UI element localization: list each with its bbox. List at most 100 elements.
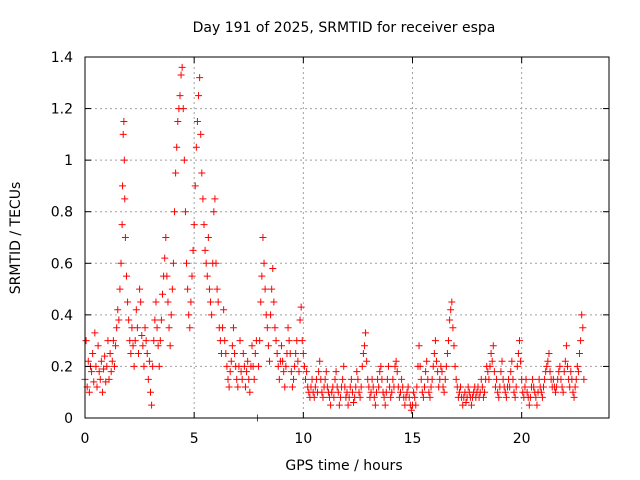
data-point: [224, 375, 232, 383]
data-point: [103, 362, 111, 370]
data-point: [357, 383, 365, 391]
chart-title: Day 191 of 2025, SRMTID for receiver esp…: [193, 20, 496, 36]
data-point: [509, 375, 517, 383]
data-point: [521, 383, 529, 391]
data-point: [265, 357, 273, 365]
data-point: [498, 357, 506, 365]
data-point: [392, 357, 400, 365]
data-point: [177, 71, 185, 79]
data-point: [131, 337, 139, 345]
data-point: [134, 350, 142, 358]
data-point: [296, 316, 304, 324]
data-point: [388, 388, 396, 396]
data-point: [279, 357, 287, 365]
data-point: [501, 388, 509, 396]
data-point: [228, 342, 236, 350]
data-point: [355, 388, 363, 396]
data-point: [407, 406, 415, 414]
data-point: [506, 383, 514, 391]
data-point: [278, 342, 285, 350]
data-point: [101, 352, 109, 360]
data-point: [561, 357, 569, 365]
data-point: [153, 324, 161, 332]
data-point: [240, 362, 248, 370]
data-point: [178, 63, 186, 71]
data-point: [512, 383, 520, 391]
data-point: [214, 298, 222, 306]
data-point: [486, 362, 494, 370]
data-point: [117, 259, 125, 267]
data-point: [221, 337, 229, 345]
x-tick-label: 10: [294, 431, 312, 447]
data-point: [330, 393, 338, 401]
data-point: [419, 393, 427, 401]
data-point: [297, 303, 305, 311]
data-point: [439, 383, 447, 391]
data-point: [347, 375, 355, 383]
data-point: [389, 375, 397, 383]
data-point: [106, 350, 114, 358]
data-point: [556, 362, 564, 370]
data-point: [258, 272, 266, 280]
data-point: [446, 316, 454, 324]
plot-frame: [84, 56, 610, 419]
data-point: [168, 285, 176, 293]
data-point: [393, 368, 401, 376]
data-point: [427, 383, 435, 391]
data-point: [147, 388, 154, 396]
data-point: [359, 350, 367, 358]
data-point: [316, 357, 324, 365]
data-point: [310, 393, 318, 401]
data-point: [433, 357, 441, 365]
data-point: [154, 342, 162, 350]
x-tick-label: 20: [513, 431, 531, 447]
data-point: [452, 375, 460, 383]
data-point: [415, 342, 423, 350]
data-point: [202, 259, 210, 267]
data-point: [234, 383, 242, 391]
data-point: [404, 383, 412, 391]
data-point: [339, 375, 347, 383]
data-point: [155, 362, 163, 370]
data-point: [97, 357, 105, 365]
data-point: [514, 350, 522, 358]
data-point: [315, 368, 323, 376]
data-point: [377, 362, 385, 370]
data-point: [213, 285, 221, 293]
x-tick-label: 0: [81, 431, 90, 447]
data-point: [479, 393, 487, 401]
y-tick-label: 1.2: [51, 102, 73, 118]
data-point: [229, 324, 237, 332]
data-point: [287, 368, 295, 376]
data-point: [274, 362, 282, 370]
data-point: [132, 306, 140, 314]
data-point: [187, 298, 195, 306]
data-point: [327, 401, 335, 409]
data-point: [557, 375, 565, 383]
data-point: [176, 92, 184, 100]
data-point: [173, 143, 181, 151]
data-point: [197, 130, 205, 138]
data-point: [430, 350, 438, 358]
data-point: [502, 393, 510, 401]
data-point: [130, 362, 138, 370]
data-point: [222, 350, 230, 358]
data-point: [311, 383, 319, 391]
data-point: [440, 388, 448, 396]
data-point: [360, 342, 368, 350]
data-point: [300, 362, 308, 370]
data-point: [255, 362, 263, 370]
data-point: [223, 362, 231, 370]
data-point: [442, 362, 450, 370]
data-point: [272, 337, 280, 345]
data-point: [239, 350, 247, 358]
data-point: [212, 259, 220, 267]
data-point: [198, 169, 206, 177]
data-point: [425, 388, 433, 396]
y-tick-label: 1.4: [51, 50, 73, 66]
y-tick-label: 0.8: [51, 205, 73, 221]
data-point: [94, 342, 102, 350]
data-point: [370, 393, 378, 401]
data-point: [260, 259, 268, 267]
